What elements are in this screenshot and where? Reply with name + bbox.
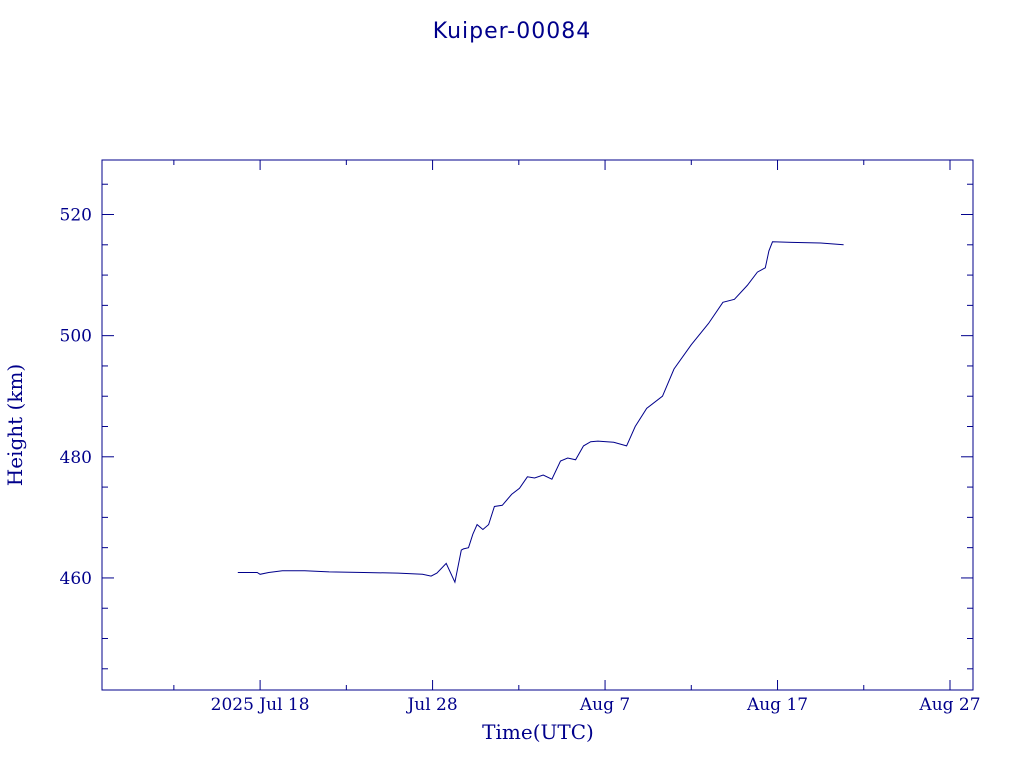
x-tick-label: Jul 28 <box>405 695 457 715</box>
y-tick-label: 460 <box>60 569 92 589</box>
x-tick-label: Aug 17 <box>746 695 808 715</box>
chart-title: Kuiper-00084 <box>433 19 591 44</box>
x-tick-label: 2025 Jul 18 <box>211 695 310 715</box>
y-axis-title: Height (km) <box>3 364 27 486</box>
series-line <box>237 241 844 584</box>
y-tick-label: 480 <box>60 448 92 468</box>
x-tick-label: Aug 7 <box>579 695 630 715</box>
x-tick-label: Aug 27 <box>918 695 980 715</box>
x-axis-title: Time(UTC) <box>482 720 594 744</box>
y-tick-label: 520 <box>60 206 92 226</box>
y-tick-label: 500 <box>60 327 92 347</box>
plot-frame <box>101 159 974 691</box>
